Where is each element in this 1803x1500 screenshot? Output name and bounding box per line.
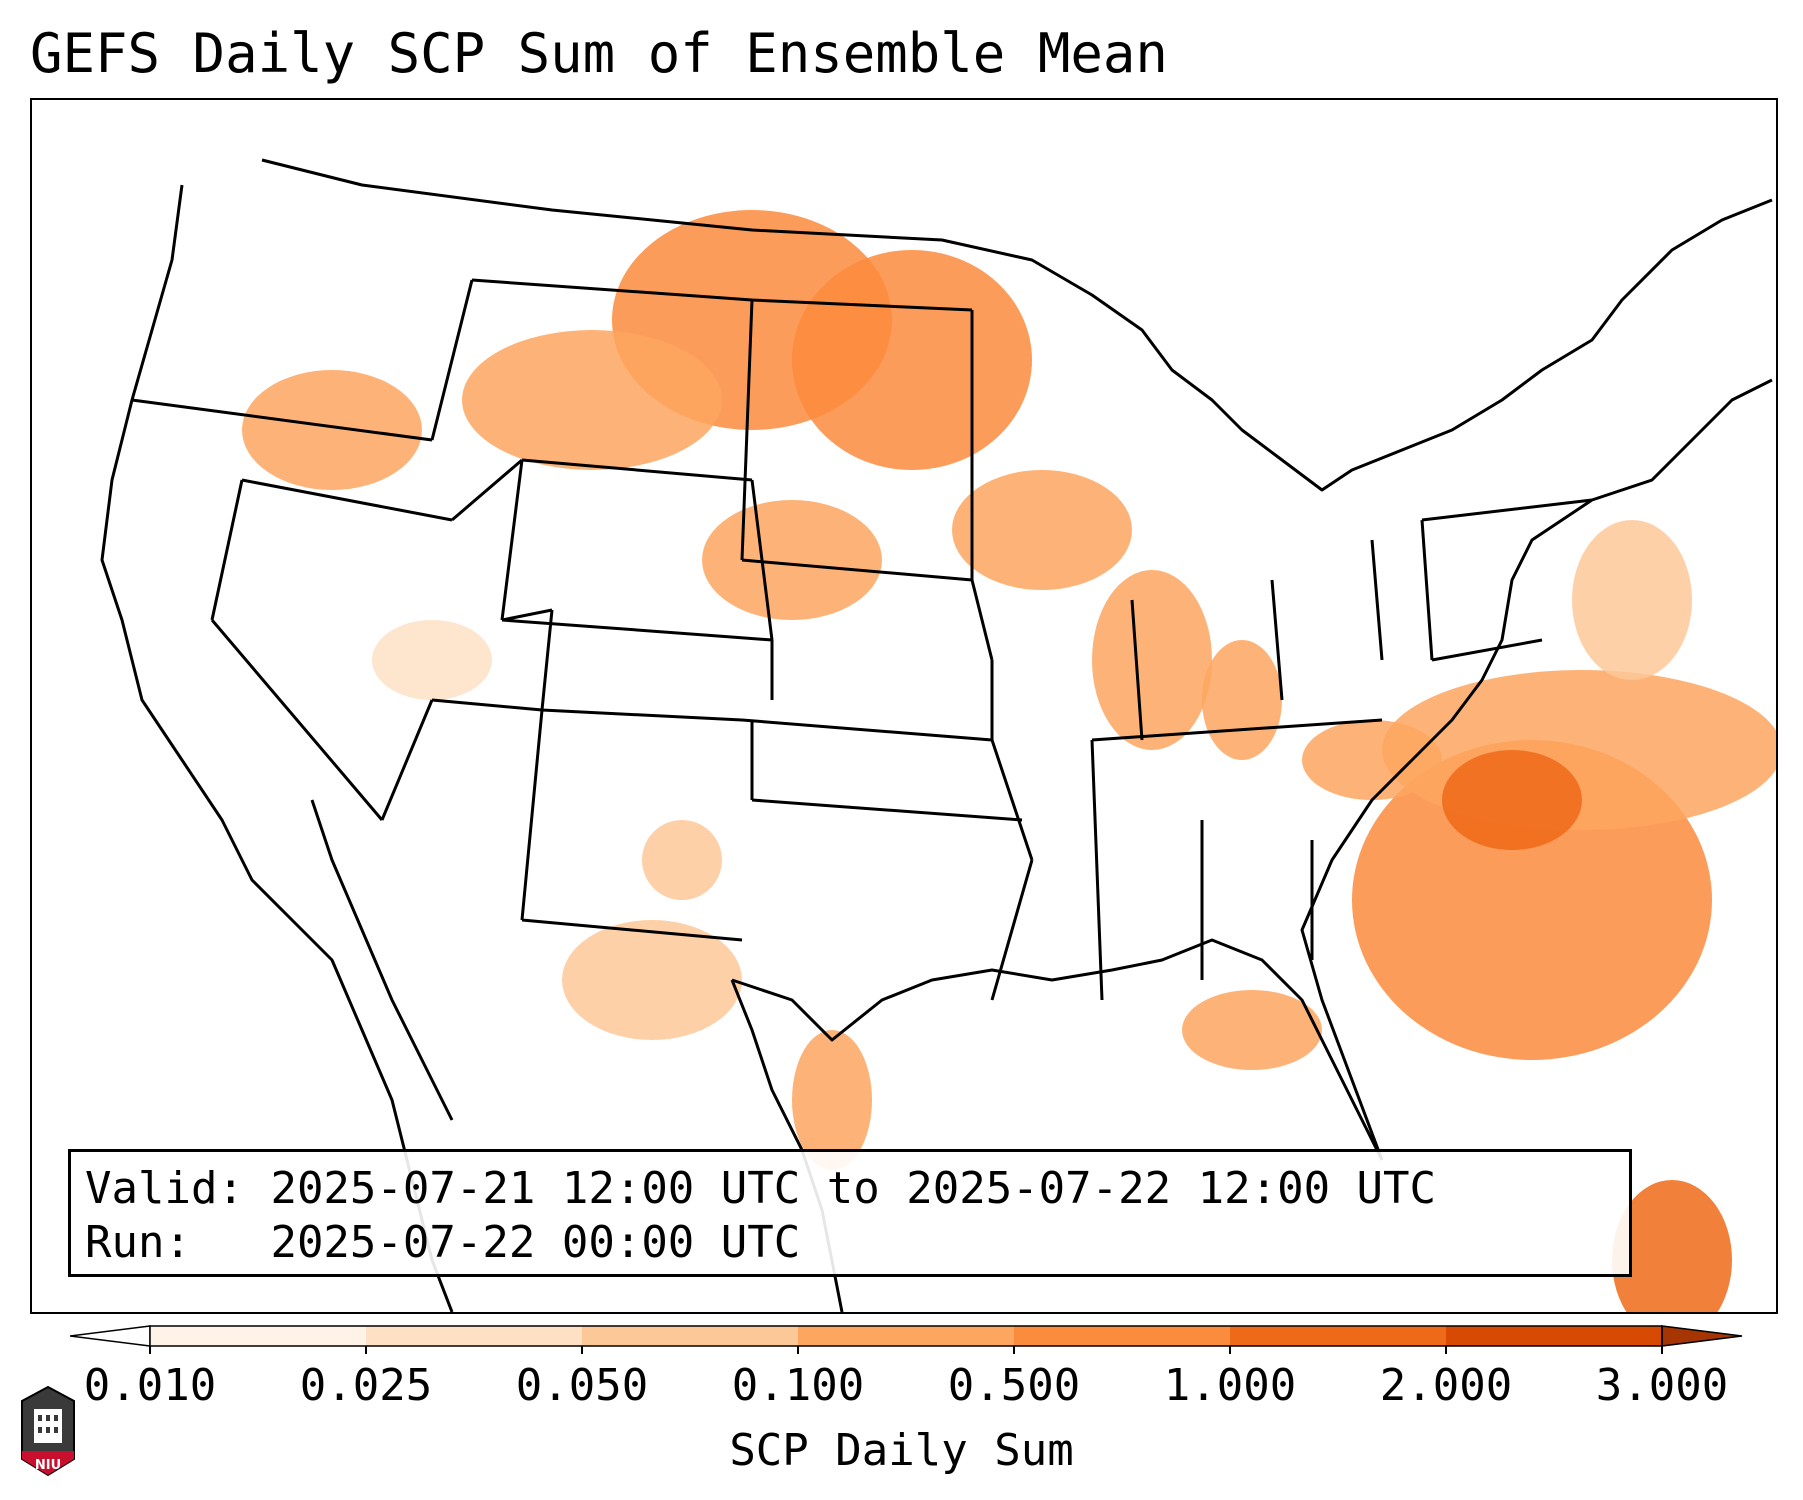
map-canvas	[100, 158, 1776, 1312]
scp-shaded-region	[1302, 720, 1442, 800]
colorbar-tick-7: 3.000	[1595, 1360, 1729, 1411]
scp-shaded-region	[372, 620, 492, 700]
boundary-lines	[100, 158, 1773, 1312]
colorbar-segment	[150, 1326, 366, 1346]
baja-coast	[310, 799, 454, 1121]
colorbar-segment	[366, 1326, 582, 1346]
scp-shaded-region	[1572, 520, 1692, 680]
colorbar-segment	[1446, 1326, 1662, 1346]
scp-shaded-region	[562, 920, 742, 1040]
us-canada-border	[261, 158, 1773, 492]
colorbar-tick-3: 0.100	[731, 1360, 865, 1411]
colorbar-segment	[582, 1326, 798, 1346]
scp-shaded-region	[792, 250, 1032, 470]
scp-shaded-region	[792, 1030, 872, 1170]
scp-shaded-region	[952, 470, 1132, 590]
state-lines	[131, 278, 1593, 1001]
scp-shaded-region	[1442, 750, 1582, 850]
scp-shaded-region	[1092, 570, 1212, 750]
map-title: GEFS Daily SCP Sum of Ensemble Mean	[30, 22, 1168, 85]
scp-shaded-region	[702, 500, 882, 620]
gulf-coast	[731, 938, 1384, 1161]
scp-shading-layer	[242, 210, 1776, 1312]
colorbar-max-extension	[1661, 1325, 1743, 1347]
colorbar-tick-6: 2.000	[1379, 1360, 1513, 1411]
colorbar-tick-2: 0.050	[515, 1360, 649, 1411]
scp-shaded-region	[1202, 640, 1282, 760]
run-value: 2025-07-22 00:00 UTC	[270, 1217, 801, 1268]
valid-label: Valid:	[85, 1163, 244, 1214]
colorbar-segment	[1230, 1326, 1446, 1346]
scp-shaded-region	[642, 820, 722, 900]
scp-shaded-region	[242, 370, 422, 490]
niu-logo: NIU	[21, 1385, 75, 1477]
colorbar-segment	[1014, 1326, 1230, 1346]
scp-shaded-region	[1612, 1180, 1732, 1312]
colorbar-title: SCP Daily Sum	[729, 1425, 1074, 1476]
validity-info-box: Valid: 2025-07-21 12:00 UTC to 2025-07-2…	[68, 1149, 1632, 1277]
scp-shaded-region	[1182, 990, 1322, 1070]
atlantic-coast	[1300, 378, 1773, 1161]
colorbar-tick-4: 0.500	[947, 1360, 1081, 1411]
colorbar-tick-labels: 0.010 0.025 0.050 0.100 0.500 1.000 2.00…	[0, 1360, 1803, 1420]
run-label: Run:	[85, 1217, 191, 1268]
map-panel: Valid: 2025-07-21 12:00 UTC to 2025-07-2…	[30, 98, 1778, 1314]
svg-text:NIU: NIU	[35, 1458, 61, 1473]
valid-value: 2025-07-21 12:00 UTC to 2025-07-22 12:00…	[270, 1163, 1437, 1214]
colorbar-outline	[149, 1325, 1663, 1347]
colorbar-tick-1: 0.025	[299, 1360, 433, 1411]
colorbar-tick-0: 0.010	[83, 1360, 217, 1411]
colorbar	[70, 1325, 1743, 1354]
colorbar-tick-5: 1.000	[1163, 1360, 1297, 1411]
colorbar-min-extension	[70, 1325, 151, 1347]
colorbar-segment	[798, 1326, 1014, 1346]
west-coast	[100, 184, 454, 1312]
scp-shaded-region	[462, 330, 722, 470]
